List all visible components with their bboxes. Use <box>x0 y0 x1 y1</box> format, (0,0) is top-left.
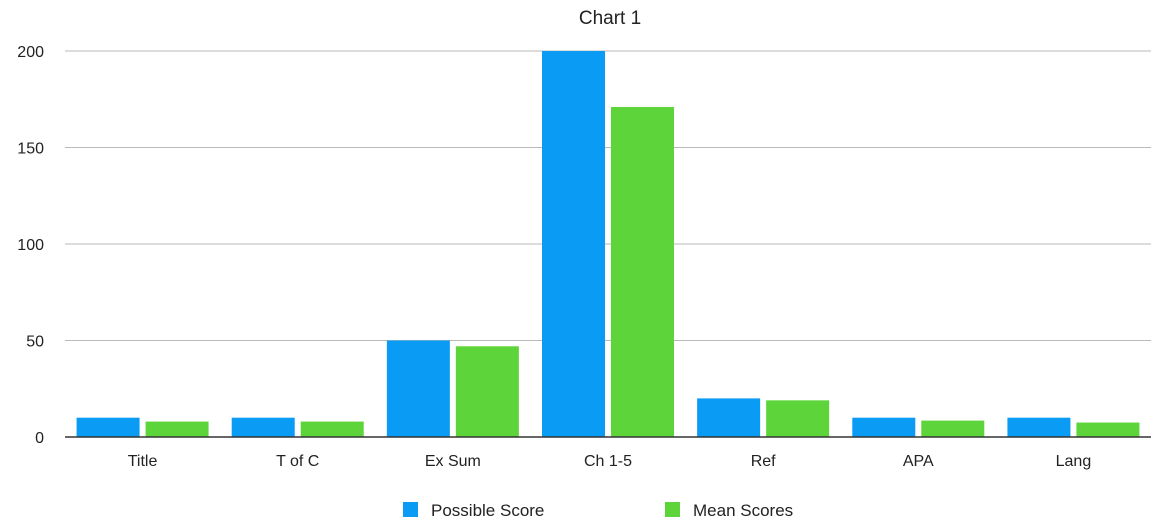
bar-mean-scores-ref <box>766 400 830 437</box>
bar-mean-scores-apa <box>921 420 985 437</box>
bar-mean-scores-t-of-c <box>300 421 364 437</box>
legend-swatch-possible-score <box>403 502 418 517</box>
bar-possible-score-title <box>76 417 140 437</box>
x-tick-label: Ex Sum <box>425 453 481 470</box>
bar-mean-scores-ex-sum <box>455 346 519 437</box>
bar-possible-score-ref <box>697 398 761 437</box>
x-tick-label: APA <box>903 453 934 470</box>
y-tick-label: 0 <box>35 430 44 447</box>
chart-title: Chart 1 <box>579 8 641 29</box>
bar-possible-score-t-of-c <box>231 417 295 437</box>
legend-label: Mean Scores <box>693 501 793 520</box>
y-tick-label: 50 <box>26 334 44 351</box>
y-tick-label: 200 <box>17 44 44 61</box>
y-tick-label: 100 <box>17 237 44 254</box>
bars-layer <box>76 51 1140 437</box>
x-tick-label: Lang <box>1056 453 1092 470</box>
x-tick-label: Ref <box>751 453 776 470</box>
legend-label: Possible Score <box>431 501 544 520</box>
axis-layer: 0 50 100 150 200 Title T of C Ex Sum Ch 1-5 Ref AP… <box>17 44 1151 470</box>
x-tick-label: Title <box>128 453 158 470</box>
bar-possible-score-lang <box>1007 417 1071 437</box>
bar-possible-score-apa <box>852 417 916 437</box>
legend-swatch-mean-scores <box>665 502 680 517</box>
bar-possible-score-ex-sum <box>386 340 450 437</box>
x-tick-label: T of C <box>276 453 319 470</box>
y-tick-label: 150 <box>17 141 44 158</box>
bar-mean-scores-lang <box>1076 422 1140 437</box>
bar-mean-scores-ch-1-5 <box>611 106 674 437</box>
bar-mean-scores-title <box>145 421 209 437</box>
bar-possible-score-ch-1-5 <box>542 51 605 437</box>
grid-layer <box>65 50 1151 341</box>
legend: Possible Score Mean Scores <box>403 501 793 520</box>
x-tick-label: Ch 1-5 <box>584 453 632 470</box>
